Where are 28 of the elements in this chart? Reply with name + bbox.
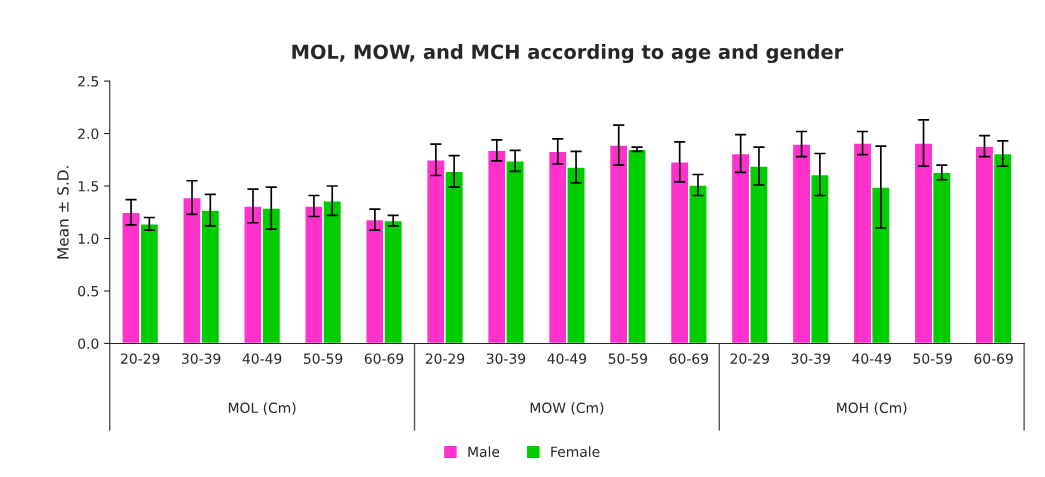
x-tick-label: 20-29 bbox=[425, 353, 465, 364]
y-tick-label: 0.5 bbox=[78, 285, 99, 297]
y-tick-label: 1.5 bbox=[78, 181, 99, 192]
x-tick-label: 50-59 bbox=[303, 353, 343, 364]
x-tick-label: 20-29 bbox=[121, 353, 160, 364]
x-tick-label: 60-69 bbox=[669, 353, 709, 364]
y-tick-label: 2.0 bbox=[78, 128, 99, 140]
x-tick-label: 60-69 bbox=[974, 353, 1013, 364]
x-tick-label: 30-39 bbox=[182, 353, 221, 364]
y-axis-title: Mean ± S.D. bbox=[57, 166, 69, 259]
y-tick-label: 1.0 bbox=[78, 233, 99, 244]
x-tick-label: 40-49 bbox=[547, 353, 587, 364]
chart-title: MOL, MOW, and MCH according to age and gender bbox=[292, 44, 844, 64]
y-tick-label: 0.0 bbox=[78, 338, 99, 349]
x-tick-label: 40-49 bbox=[242, 353, 282, 364]
x-tick-label: 50-59 bbox=[608, 353, 648, 364]
x-tick-label: 20-29 bbox=[730, 353, 769, 364]
x-tick-label: 50-59 bbox=[913, 353, 952, 364]
legend-label: Female bbox=[551, 446, 600, 458]
legend-label: Male bbox=[468, 446, 500, 458]
x-tick-label: 30-39 bbox=[791, 353, 830, 364]
text: MOL (Cm) bbox=[228, 402, 296, 415]
x-tick-label: 60-69 bbox=[364, 353, 404, 364]
text: MOW (Cm) bbox=[530, 402, 604, 415]
x-tick-label: 40-49 bbox=[852, 353, 891, 364]
text: MOH (Cm) bbox=[837, 402, 907, 415]
x-tick-label: 30-39 bbox=[486, 353, 526, 364]
y-tick-label: 2.5 bbox=[78, 76, 99, 87]
